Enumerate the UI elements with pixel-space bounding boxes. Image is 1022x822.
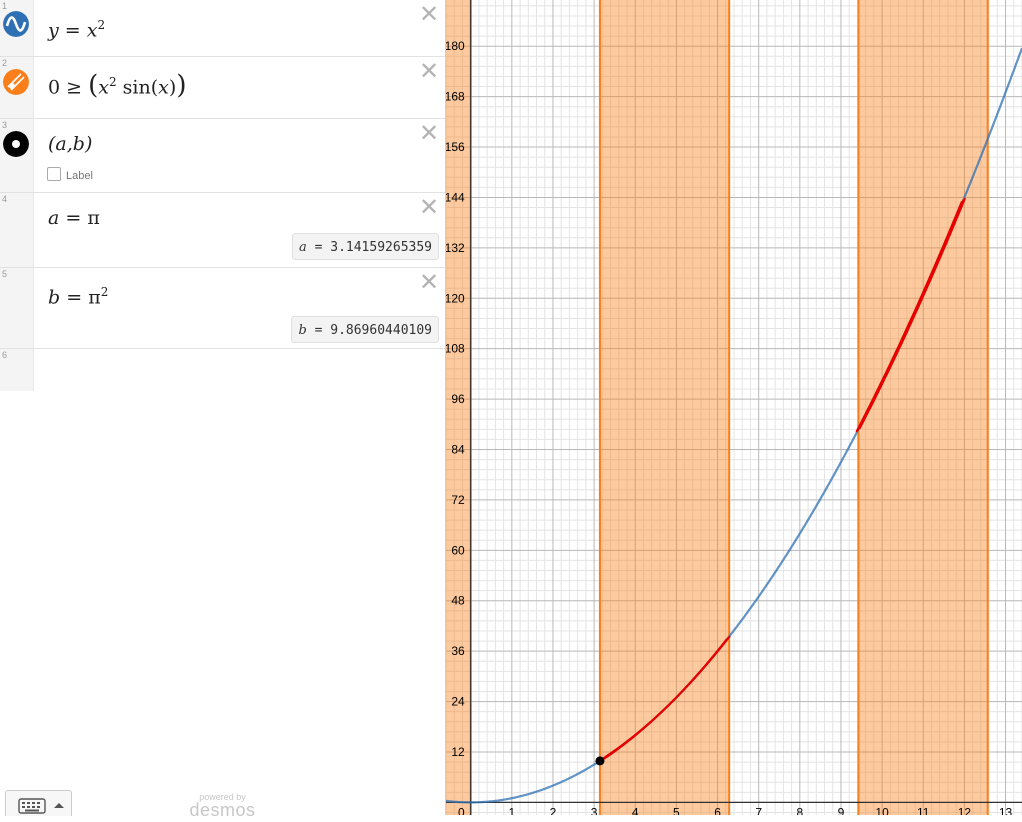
x-tick-label: 4 <box>632 805 639 815</box>
row-index: 2 <box>2 58 8 68</box>
row-gutter: 6 <box>0 349 34 391</box>
curve-icon[interactable] <box>3 11 29 37</box>
expression-row-5[interactable]: 5 b = π2 ✕ b = 9.86960440109 <box>0 268 445 349</box>
y-tick-label: 156 <box>446 140 465 154</box>
row-gutter: 4 <box>0 193 34 267</box>
x-tick-label: 2 <box>550 805 557 815</box>
delete-expression-icon[interactable]: ✕ <box>419 194 440 221</box>
expression-input[interactable]: 0 ≥ (x2 sin(x)) <box>48 70 187 101</box>
expression-row-6[interactable]: 6 <box>0 349 445 391</box>
x-tick-label: 7 <box>755 805 762 815</box>
x-tick-label: 3 <box>591 805 598 815</box>
expression-list: 1 y = x2 ✕ 2 0 ≥ (x2 sin(x)) ✕ <box>0 0 446 820</box>
evaluation-result: a = 3.14159265359 <box>292 233 439 260</box>
y-tick-label: 24 <box>451 695 465 709</box>
powered-by-desmos[interactable]: powered by desmos <box>185 792 260 820</box>
row-gutter: 2 <box>0 57 34 118</box>
label-checkbox[interactable] <box>47 167 61 181</box>
label-toggle[interactable]: Label <box>47 167 93 182</box>
highlight-stroke <box>602 635 731 759</box>
x-tick-label: 12 <box>958 805 972 815</box>
expression-input[interactable]: a = π <box>48 207 100 229</box>
shaded-region <box>446 0 471 815</box>
row-index: 4 <box>2 194 8 204</box>
axes <box>446 0 1022 815</box>
x-tick-label: 6 <box>714 805 721 815</box>
row-index: 1 <box>2 1 8 11</box>
row-gutter: 1 <box>0 0 34 56</box>
delete-expression-icon[interactable]: ✕ <box>419 58 440 85</box>
shaded-region <box>858 0 988 815</box>
y-tick-label: 120 <box>446 291 465 305</box>
y-tick-label: 168 <box>446 90 465 104</box>
desmos-logo: desmos <box>189 800 256 820</box>
expression-row-3[interactable]: 3 (a,b) Label ✕ <box>0 119 445 193</box>
major-gridlines <box>446 0 1022 815</box>
delete-expression-icon[interactable]: ✕ <box>419 269 440 296</box>
y-tick-label: 84 <box>451 443 465 457</box>
keyboard-icon <box>18 798 46 814</box>
x-tick-label: 0 <box>458 805 465 815</box>
delete-expression-icon[interactable]: ✕ <box>419 1 440 28</box>
y-tick-label: 96 <box>451 392 465 406</box>
x-tick-label: 8 <box>796 805 803 815</box>
delete-expression-icon[interactable]: ✕ <box>419 120 440 147</box>
keyboard-toggle-button[interactable] <box>5 790 72 816</box>
x-tick-label: 9 <box>838 805 845 815</box>
expression-input[interactable]: (a,b) <box>48 133 93 155</box>
evaluation-result: b = 9.86960440109 <box>291 316 439 343</box>
inequality-icon[interactable] <box>3 69 29 95</box>
row-gutter: 5 <box>0 268 34 348</box>
expression-row-2[interactable]: 2 0 ≥ (x2 sin(x)) ✕ <box>0 57 445 119</box>
inequality-shading <box>446 0 989 815</box>
shaded-region <box>599 0 730 815</box>
highlight-stroke <box>858 197 966 429</box>
x-tick-label: 13 <box>999 805 1013 815</box>
x-tick-label: 10 <box>875 805 889 815</box>
expression-row-4[interactable]: 4 a = π ✕ a = 3.14159265359 <box>0 193 445 268</box>
point-icon[interactable] <box>3 131 29 157</box>
row-gutter: 3 <box>0 119 34 192</box>
expression-input[interactable]: y = x2 <box>48 18 106 42</box>
y-tick-label: 48 <box>451 594 465 608</box>
y-tick-label: 60 <box>451 543 465 557</box>
x-tick-label: 11 <box>917 805 930 815</box>
y-tick-label: 12 <box>451 745 465 759</box>
label-text: Label <box>66 170 93 182</box>
point-a-b <box>595 756 605 766</box>
y-tick-label: 180 <box>446 39 465 53</box>
y-tick-label: 132 <box>446 241 465 255</box>
y-tick-label: 108 <box>446 342 465 356</box>
expression-input[interactable]: b = π2 <box>48 285 109 309</box>
row-index: 3 <box>2 120 8 130</box>
row-index: 5 <box>2 269 8 279</box>
y-tick-label: 144 <box>446 190 465 204</box>
plotted-curves <box>446 47 1022 804</box>
expression-row-1[interactable]: 1 y = x2 ✕ <box>0 0 445 57</box>
x-tick-label: 1 <box>508 805 515 815</box>
y-tick-label: 72 <box>451 493 465 507</box>
y-tick-label: 36 <box>451 644 465 658</box>
row-index: 6 <box>2 350 8 360</box>
chevron-up-icon <box>54 803 64 808</box>
x-tick-label: 5 <box>673 805 680 815</box>
powered-by-text: powered by <box>199 792 246 802</box>
